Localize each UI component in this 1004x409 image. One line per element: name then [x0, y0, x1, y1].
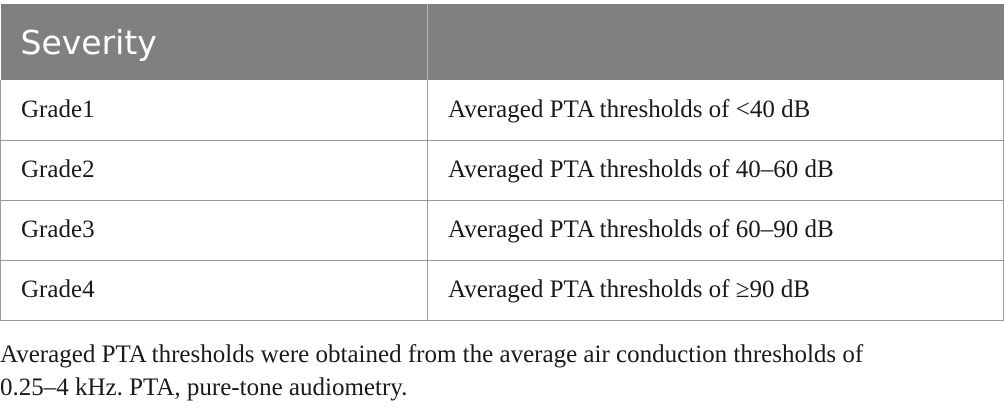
header-description	[427, 4, 1004, 80]
description-cell: Averaged PTA thresholds of 60–90 dB	[427, 200, 1004, 261]
description-cell: Averaged PTA thresholds of 40–60 dB	[427, 140, 1004, 201]
severity-table: Severity Grade1 Averaged PTA thresholds …	[0, 4, 1004, 321]
description-cell: Averaged PTA thresholds of <40 dB	[427, 80, 1004, 141]
footnote-line-2: 0.25–4 kHz. PTA, pure-tone audiometry.	[0, 374, 408, 401]
footnote-line-1: Averaged PTA thresholds were obtained fr…	[0, 341, 864, 368]
description-cell: Averaged PTA thresholds of ≥90 dB	[427, 260, 1004, 321]
grade-cell: Grade2	[0, 140, 428, 201]
table-row: Grade1 Averaged PTA thresholds of <40 dB	[0, 80, 1004, 141]
table-row: Grade3 Averaged PTA thresholds of 60–90 …	[0, 200, 1004, 261]
table-footnote: Averaged PTA thresholds were obtained fr…	[0, 338, 1000, 404]
table-header-row: Severity	[0, 4, 1004, 80]
header-severity: Severity	[0, 4, 428, 80]
grade-cell: Grade3	[0, 200, 428, 261]
table-row: Grade2 Averaged PTA thresholds of 40–60 …	[0, 140, 1004, 201]
grade-cell: Grade4	[0, 260, 428, 321]
table-row: Grade4 Averaged PTA thresholds of ≥90 dB	[0, 260, 1004, 321]
grade-cell: Grade1	[0, 80, 428, 141]
